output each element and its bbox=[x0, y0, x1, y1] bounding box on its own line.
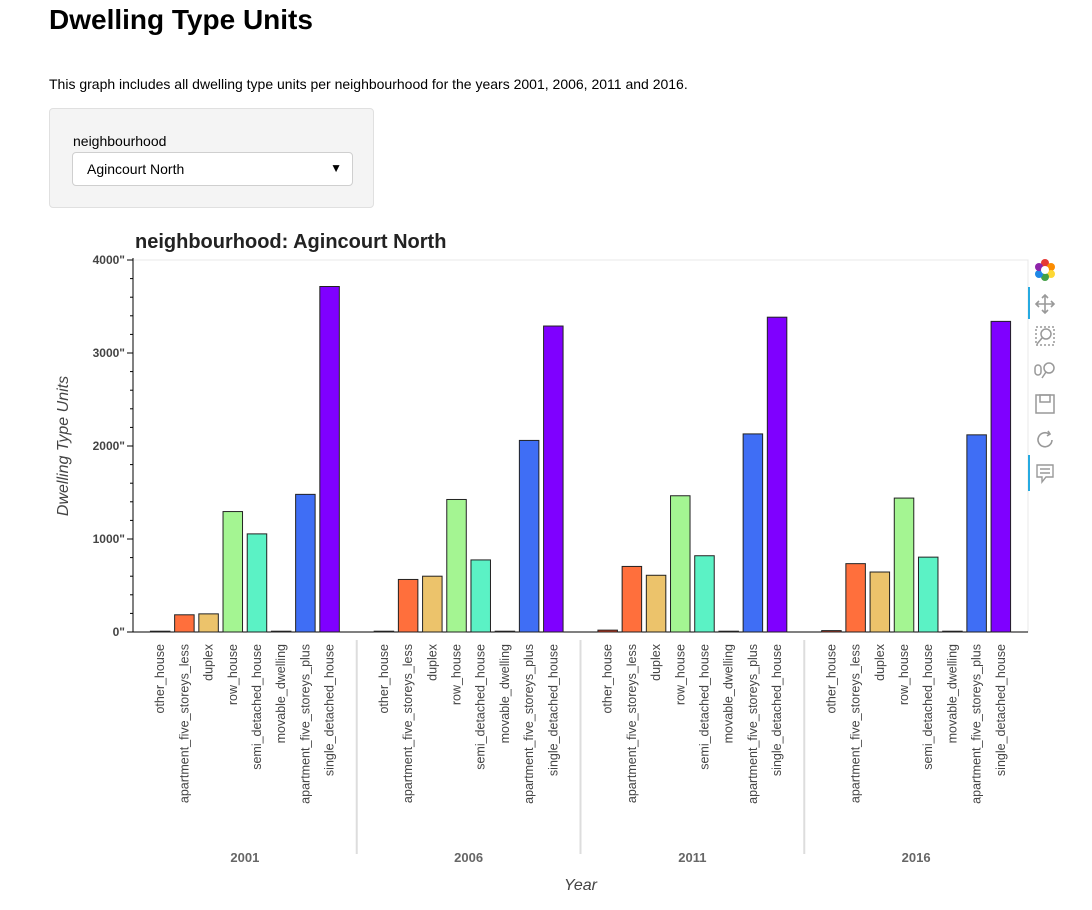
active-tool-indicator-2 bbox=[1028, 455, 1030, 491]
bar-2006-single_detached_house bbox=[543, 325, 564, 633]
bar-2016-semi_detached_house bbox=[917, 556, 939, 633]
page-title: Dwelling Type Units bbox=[49, 4, 313, 35]
x-group-label-2016: 2016 bbox=[902, 850, 931, 865]
x-category-label: single_detached_house bbox=[546, 644, 560, 776]
x-group-label-2001: 2001 bbox=[230, 850, 259, 865]
bar-2006-movable_dwelling bbox=[494, 630, 516, 633]
x-category-label: semi_detached_house bbox=[474, 644, 488, 770]
bar-2001-single_detached_house bbox=[319, 286, 340, 633]
neighbourhood-label: neighbourhood bbox=[73, 133, 167, 149]
bar-2016-apartment_five_storeys_less bbox=[845, 563, 866, 633]
plot-area bbox=[132, 259, 1029, 633]
bar-2016-other_house bbox=[821, 630, 842, 633]
x-category-label: row_house bbox=[673, 644, 687, 705]
x-category-label: apartment_five_storeys_plus bbox=[746, 644, 760, 804]
bar-2001-row_house bbox=[222, 511, 244, 633]
bar-2001-semi_detached_house bbox=[246, 533, 268, 633]
x-category-label: row_house bbox=[226, 644, 240, 705]
bar-2001-apartment_five_storeys_less bbox=[174, 614, 195, 633]
x-category-label: semi_detached_house bbox=[921, 644, 935, 770]
bar-2016-single_detached_house bbox=[990, 320, 1012, 633]
bar-2011-apartment_five_storeys_less bbox=[621, 565, 643, 633]
bar-2006-row_house bbox=[446, 498, 467, 633]
bar-2016-movable_dwelling bbox=[942, 630, 963, 633]
y-axis-label: Dwelling Type Units bbox=[55, 376, 72, 516]
bar-2001-duplex bbox=[198, 613, 219, 633]
bar-2011-other_house bbox=[597, 629, 618, 633]
neighbourhood-widget: neighbourhood Agincourt North ▼ bbox=[49, 108, 374, 208]
x-group-label-2006: 2006 bbox=[454, 850, 483, 865]
x-category-label: duplex bbox=[425, 643, 439, 681]
bar-2011-single_detached_house bbox=[766, 316, 788, 633]
neighbourhood-select-value: Agincourt North bbox=[87, 161, 185, 177]
chevron-down-icon: ▼ bbox=[330, 161, 342, 175]
y-tick-label: 3000" bbox=[93, 346, 125, 360]
bar-2006-other_house bbox=[373, 630, 395, 633]
x-category-label: movable_dwelling bbox=[498, 644, 512, 743]
y-tick-label: 4000" bbox=[93, 253, 125, 267]
page-description: This graph includes all dwelling type un… bbox=[49, 76, 688, 92]
bar-2006-duplex bbox=[422, 575, 443, 633]
x-category-label: duplex bbox=[202, 643, 216, 681]
x-category-label: single_detached_house bbox=[770, 644, 784, 776]
bar-2016-apartment_five_storeys_plus bbox=[966, 434, 987, 633]
x-category-label: movable_dwelling bbox=[274, 644, 288, 743]
x-category-label: apartment_five_storeys_plus bbox=[970, 644, 984, 804]
x-category-label: movable_dwelling bbox=[945, 644, 959, 743]
x-category-label: semi_detached_house bbox=[697, 644, 711, 770]
bar-2006-apartment_five_storeys_plus bbox=[518, 439, 540, 633]
x-category-label: apartment_five_storeys_less bbox=[625, 644, 639, 803]
x-category-label: apartment_five_storeys_less bbox=[401, 644, 415, 803]
pan-icon[interactable] bbox=[1032, 291, 1058, 317]
bar-2001-movable_dwelling bbox=[270, 630, 292, 633]
x-category-label: duplex bbox=[649, 643, 663, 681]
y-tick-label: 1000" bbox=[93, 532, 125, 546]
x-category-label: other_house bbox=[377, 644, 391, 714]
bokeh-logo-icon[interactable] bbox=[1032, 257, 1058, 283]
save-icon[interactable] bbox=[1032, 391, 1058, 417]
bar-2011-row_house bbox=[670, 495, 691, 633]
x-category-label: other_house bbox=[153, 644, 167, 714]
x-category-label: duplex bbox=[873, 643, 887, 681]
bar-2006-apartment_five_storeys_less bbox=[397, 578, 419, 633]
x-category-label: row_house bbox=[897, 644, 911, 705]
bar-2011-duplex bbox=[645, 574, 667, 633]
x-category-label: apartment_five_storeys_plus bbox=[298, 644, 312, 804]
bar-2011-apartment_five_storeys_plus bbox=[742, 433, 764, 633]
chart-toolbar bbox=[1028, 255, 1064, 495]
x-axis-label: Year bbox=[564, 877, 598, 894]
x-category-label: other_house bbox=[824, 644, 838, 714]
x-category-label: apartment_five_storeys_less bbox=[849, 644, 863, 803]
bar-2001-apartment_five_storeys_plus bbox=[295, 493, 316, 633]
y-tick-label: 2000" bbox=[93, 439, 125, 453]
neighbourhood-select[interactable]: Agincourt North ▼ bbox=[72, 152, 353, 186]
x-group-label-2011: 2011 bbox=[678, 850, 706, 865]
x-category-label: single_detached_house bbox=[994, 644, 1008, 776]
hover-icon[interactable] bbox=[1032, 461, 1058, 487]
box-zoom-icon[interactable] bbox=[1032, 323, 1058, 349]
x-category-label: single_detached_house bbox=[323, 644, 337, 776]
x-category-label: semi_detached_house bbox=[250, 644, 264, 770]
wheel-zoom-icon[interactable] bbox=[1032, 357, 1058, 383]
active-tool-indicator bbox=[1028, 287, 1030, 319]
x-category-label: apartment_five_storeys_plus bbox=[522, 644, 536, 804]
x-category-label: apartment_five_storeys_less bbox=[177, 644, 191, 803]
y-tick-label: 0" bbox=[113, 625, 125, 639]
bar-2006-semi_detached_house bbox=[470, 559, 491, 633]
bar-2016-row_house bbox=[893, 497, 915, 633]
bar-2016-duplex bbox=[869, 571, 891, 633]
chart-title: neighbourhood: Agincourt North bbox=[135, 231, 446, 253]
bar-2011-movable_dwelling bbox=[718, 630, 739, 633]
bar-2011-semi_detached_house bbox=[694, 555, 715, 633]
bar-2001-other_house bbox=[149, 630, 171, 633]
x-category-label: row_house bbox=[450, 644, 464, 705]
x-category-label: movable_dwelling bbox=[722, 644, 736, 743]
reset-icon[interactable] bbox=[1032, 427, 1058, 453]
x-category-label: other_house bbox=[601, 644, 615, 714]
